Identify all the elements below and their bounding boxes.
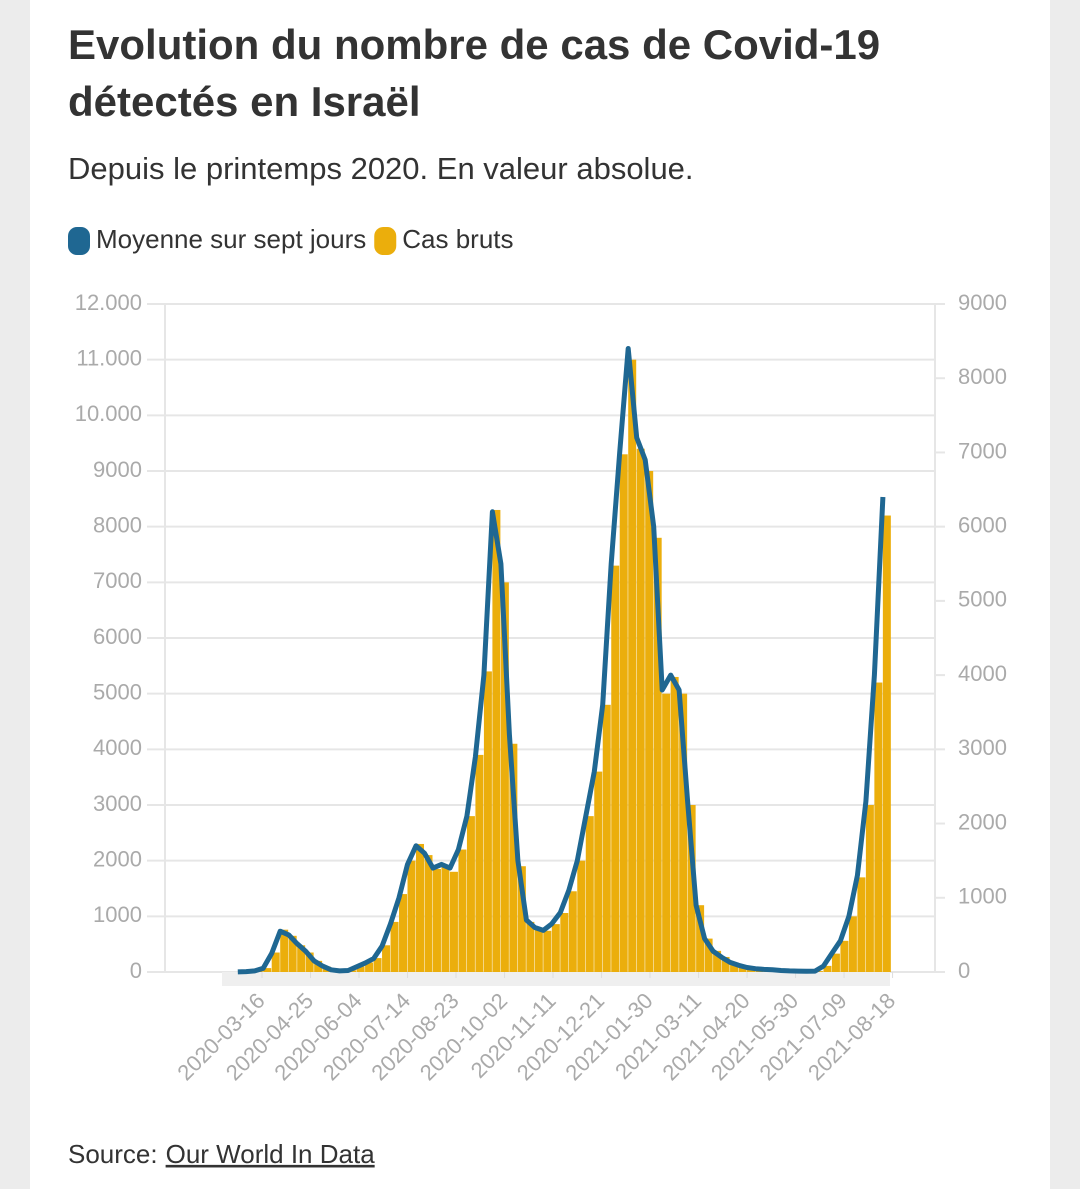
- chart-subtitle: Depuis le printemps 2020. En valeur abso…: [68, 151, 694, 186]
- legend-swatch: [374, 227, 397, 255]
- bar: [721, 956, 730, 972]
- bar: [534, 928, 543, 972]
- y-tick-label: 4000: [93, 735, 142, 760]
- bar: [543, 930, 552, 972]
- bar: [526, 921, 535, 972]
- bar: [577, 860, 586, 972]
- legend-label: Moyenne sur sept jours: [96, 224, 366, 254]
- bar: [424, 855, 433, 972]
- bar: [432, 869, 441, 972]
- bar: [458, 849, 467, 972]
- bar: [585, 816, 594, 972]
- bar: [305, 952, 314, 972]
- plot: [147, 303, 945, 986]
- bar: [399, 894, 408, 972]
- bar: [840, 940, 849, 972]
- y-tick-label: 11.000: [76, 345, 142, 370]
- bar: [662, 693, 671, 972]
- bar: [382, 945, 391, 972]
- bar: [602, 704, 611, 972]
- y2-tick-label: 5000: [958, 587, 1007, 612]
- bar: [263, 968, 272, 972]
- bar: [365, 962, 374, 972]
- bar: [288, 935, 297, 972]
- bar: [500, 582, 509, 972]
- line: [237, 346, 886, 975]
- bar: [679, 693, 688, 972]
- bar: [373, 958, 382, 972]
- bar: [857, 877, 866, 972]
- bar: [687, 805, 696, 972]
- source-label: Source:: [68, 1139, 158, 1169]
- y2-tick-label: 9000: [958, 290, 1007, 315]
- bar: [560, 912, 569, 972]
- bar: [670, 676, 679, 972]
- source-link[interactable]: Our World In Data: [166, 1139, 376, 1169]
- bar: [551, 924, 560, 972]
- y2-tick-label: 2000: [958, 809, 1007, 834]
- bar: [449, 871, 458, 972]
- bar: [594, 771, 603, 972]
- bar: [874, 682, 883, 972]
- y2-tick-label: 0: [958, 958, 970, 983]
- y-tick-label: 6000: [93, 624, 142, 649]
- bar: [356, 966, 365, 972]
- y2-tick-label: 4000: [958, 661, 1007, 686]
- bar: [696, 905, 705, 972]
- y-tick-label: 2000: [93, 846, 142, 871]
- bar: [297, 945, 306, 972]
- bar: [619, 454, 628, 972]
- source-link-text[interactable]: Our World In Data: [166, 1139, 376, 1169]
- bar: [645, 471, 654, 972]
- y-tick-label: 0: [130, 958, 142, 983]
- bar: [704, 938, 713, 972]
- y2-tick-label: 7000: [958, 438, 1007, 463]
- bar: [492, 509, 501, 972]
- bar: [407, 860, 416, 972]
- bar: [271, 952, 280, 972]
- y-tick-label: 7000: [93, 568, 142, 593]
- bar: [713, 950, 722, 972]
- bar: [475, 754, 484, 972]
- bar: [416, 843, 424, 972]
- chart-title: détectés en Israël: [68, 78, 421, 125]
- y2-tick-label: 8000: [958, 364, 1007, 389]
- bar: [466, 816, 475, 972]
- y2-tick-label: 3000: [958, 735, 1007, 760]
- bar: [280, 929, 289, 972]
- y-tick-label: 5000: [93, 679, 142, 704]
- bar: [653, 537, 662, 972]
- bar: [509, 743, 518, 972]
- bar: [730, 962, 739, 972]
- y2-tick-label: 1000: [958, 884, 1007, 909]
- bar: [628, 359, 637, 973]
- bar: [568, 891, 577, 972]
- chart-title: Evolution du nombre de cas de Covid-19: [68, 21, 880, 68]
- y-tick-label: 1000: [93, 902, 142, 927]
- x-axis-band: [222, 972, 890, 986]
- legend-label: Cas bruts: [402, 224, 513, 254]
- bar: [865, 805, 874, 972]
- y-tick-label: 8000: [93, 512, 142, 537]
- bar: [517, 866, 526, 972]
- y-tick-label: 9000: [93, 457, 142, 482]
- y-tick-label: 3000: [93, 791, 142, 816]
- legend-swatch: [68, 227, 90, 255]
- bar: [483, 671, 492, 972]
- y-tick-label: 12.000: [75, 290, 142, 315]
- bar: [611, 565, 620, 972]
- y-tick-label: 10.000: [75, 401, 142, 426]
- bar: [314, 960, 323, 972]
- bar: [636, 448, 645, 972]
- bar: [441, 866, 450, 972]
- bar: [848, 916, 857, 972]
- bar: [390, 921, 399, 972]
- bar: [831, 953, 840, 972]
- bar: [823, 965, 832, 972]
- y2-tick-label: 6000: [958, 512, 1007, 537]
- bar: [882, 515, 891, 972]
